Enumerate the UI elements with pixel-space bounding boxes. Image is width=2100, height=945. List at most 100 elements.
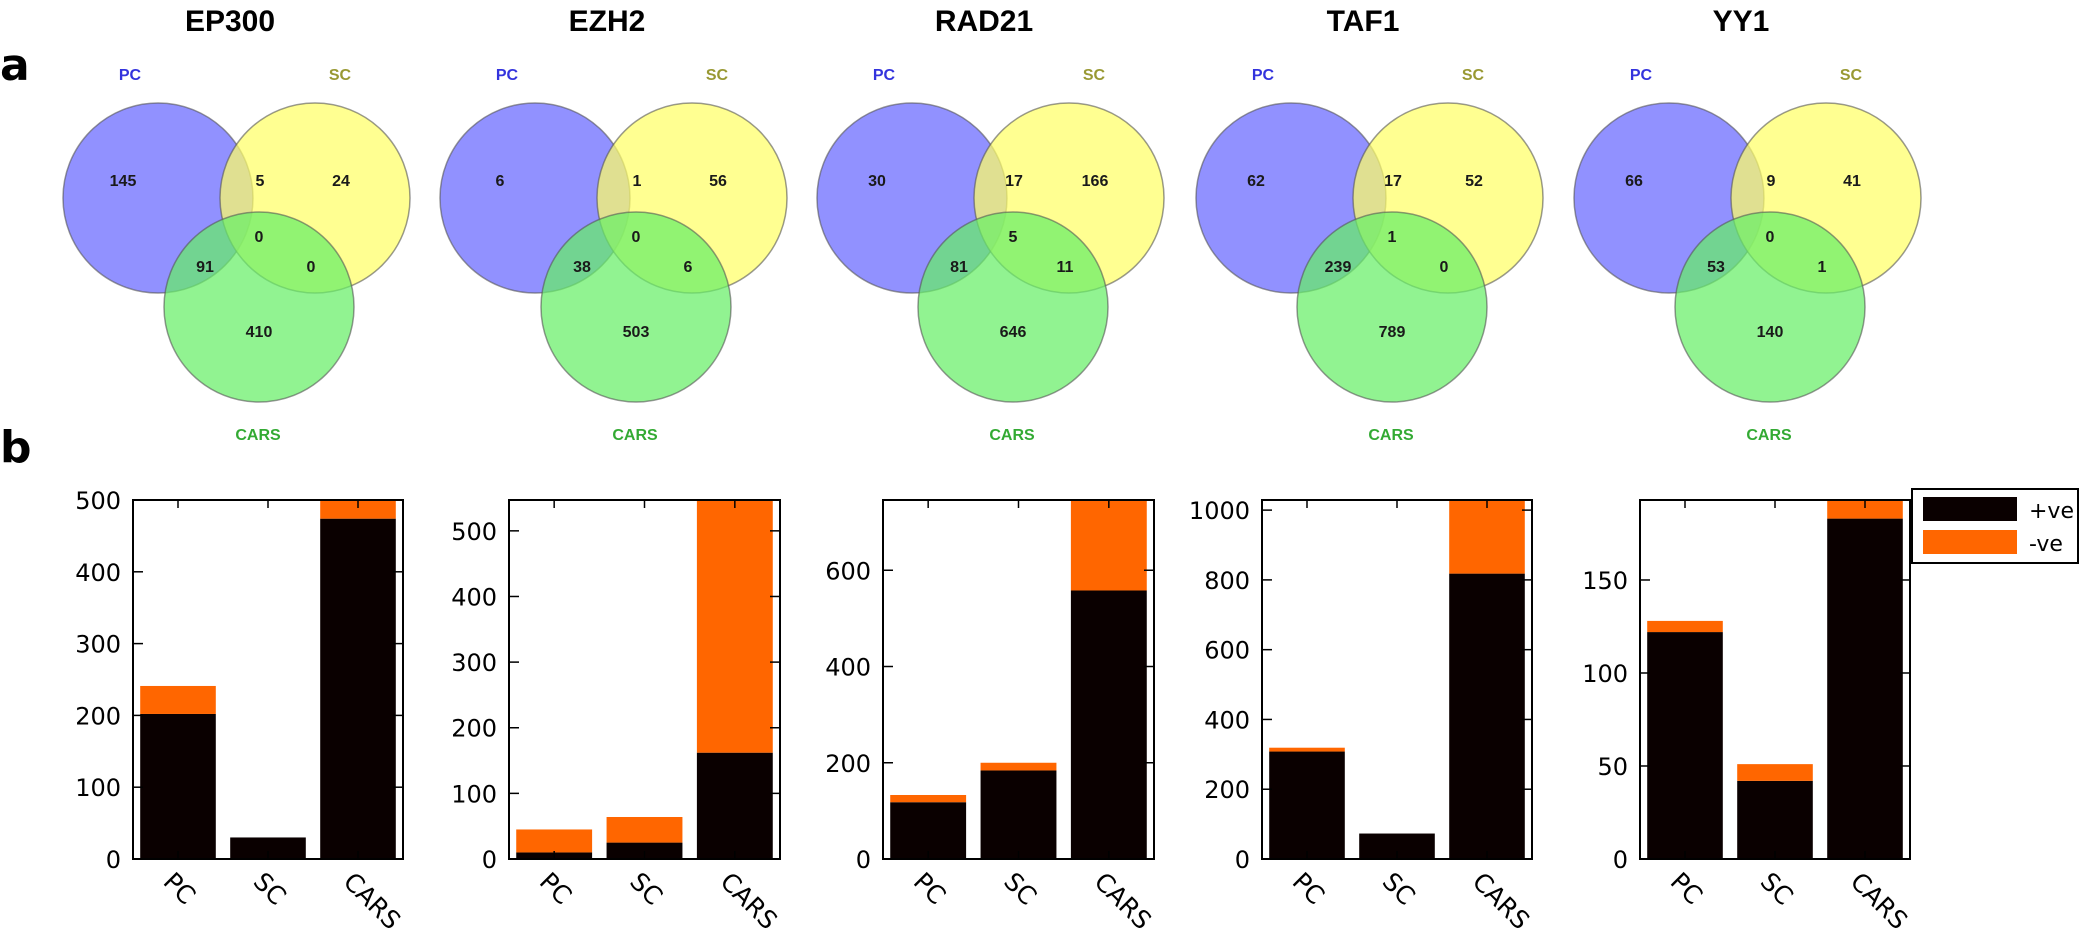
set-label-sc: SC bbox=[1083, 67, 1106, 84]
set-label-cars: CARS bbox=[612, 427, 658, 444]
y-tick-label: 200 bbox=[825, 750, 871, 778]
bar-sc-positive bbox=[1737, 780, 1813, 859]
y-tick-label: 300 bbox=[451, 649, 497, 677]
chart-title: EP300 bbox=[185, 5, 275, 38]
venn-count-sc-only: 166 bbox=[1082, 173, 1109, 190]
x-tick-label: SC bbox=[248, 867, 292, 911]
venn-count-pc-cars: 38 bbox=[573, 259, 591, 276]
bar-pc-positive bbox=[1647, 632, 1723, 859]
y-tick-label: 400 bbox=[75, 559, 121, 587]
y-tick-label: 100 bbox=[451, 780, 497, 808]
bar-pc-positive bbox=[890, 802, 967, 859]
y-tick-label: 500 bbox=[75, 487, 121, 515]
venn-count-pc-sc: 5 bbox=[256, 173, 265, 190]
x-tick-label: CARS bbox=[338, 867, 406, 935]
set-label-sc: SC bbox=[329, 67, 352, 84]
x-tick-label: PC bbox=[1287, 867, 1331, 911]
venn-count-all: 0 bbox=[632, 229, 641, 246]
x-tick-label: SC bbox=[624, 867, 668, 911]
y-tick-label: 0 bbox=[482, 846, 497, 874]
y-tick-label: 0 bbox=[856, 846, 871, 874]
venn-count-cars-only: 646 bbox=[1000, 324, 1027, 341]
bar-pc-negative bbox=[1647, 620, 1723, 633]
x-tick-label: SC bbox=[998, 867, 1042, 911]
venn-circle-cars bbox=[1296, 211, 1488, 403]
venn-count-sc-cars: 0 bbox=[1440, 259, 1449, 276]
venn-count-sc-cars: 0 bbox=[307, 259, 316, 276]
venn-count-all: 0 bbox=[255, 229, 264, 246]
bar-chart-yy1: PC SC CARS 0 50 100 150 bbox=[1582, 499, 1913, 935]
y-tick-label: 100 bbox=[75, 774, 121, 802]
plot-frame bbox=[1639, 499, 1911, 860]
plot-frame bbox=[132, 499, 404, 860]
venn-count-cars-only: 140 bbox=[1757, 324, 1784, 341]
x-tick-label: SC bbox=[1755, 867, 1799, 911]
venn-count-pc-sc: 9 bbox=[1767, 173, 1776, 190]
legend: +ve -ve bbox=[1911, 488, 2079, 564]
bar-cars-positive bbox=[1449, 573, 1525, 859]
venn-count-pc-sc: 17 bbox=[1005, 173, 1023, 190]
y-tick-label: 0 bbox=[1235, 846, 1250, 874]
bar-cars-positive bbox=[696, 752, 773, 859]
y-tick-label: 400 bbox=[825, 654, 871, 682]
x-tick-label: PC bbox=[908, 867, 952, 911]
set-label-pc: PC bbox=[873, 67, 896, 84]
bar-charts: PC SC CARS 0 100 200 300 400 500 PC SC CARS 0 100 200 3… bbox=[75, 487, 1913, 935]
venn-count-cars-only: 410 bbox=[246, 324, 273, 341]
bar-pc-positive bbox=[140, 713, 216, 859]
venn-count-pc-only: 66 bbox=[1625, 173, 1643, 190]
set-label-sc: SC bbox=[706, 67, 729, 84]
y-tick-label: 400 bbox=[451, 583, 497, 611]
chart-title: YY1 bbox=[1713, 5, 1770, 38]
venn-count-cars-only: 503 bbox=[623, 324, 650, 341]
chart-title: RAD21 bbox=[935, 5, 1033, 38]
bar-sc-positive bbox=[980, 770, 1057, 859]
venn-count-sc-only: 56 bbox=[709, 173, 727, 190]
y-tick-label: 400 bbox=[1204, 706, 1250, 734]
x-tick-label: SC bbox=[1377, 867, 1421, 911]
venn-count-all: 0 bbox=[1766, 229, 1775, 246]
bar-chart-ezh2: PC SC CARS 0 100 200 300 400 500 bbox=[451, 499, 783, 935]
set-label-pc: PC bbox=[1252, 67, 1275, 84]
venn-yy1: YY1 PC SC CARS 66 9 41 53 0 1 140 bbox=[1573, 5, 1922, 444]
y-tick-label: 300 bbox=[75, 631, 121, 659]
set-label-cars: CARS bbox=[1746, 427, 1792, 444]
x-tick-label: CARS bbox=[1467, 867, 1535, 935]
venn-count-sc-cars: 6 bbox=[684, 259, 693, 276]
venn-count-pc-cars: 239 bbox=[1325, 259, 1352, 276]
venn-taf1: TAF1 PC SC CARS 62 17 52 239 1 0 789 bbox=[1195, 5, 1544, 444]
venn-count-all: 5 bbox=[1009, 229, 1018, 246]
venn-count-pc-only: 62 bbox=[1247, 173, 1265, 190]
legend-negative-swatch bbox=[1923, 530, 2017, 554]
venn-rad21: RAD21 PC SC CARS 30 17 166 81 5 11 646 bbox=[816, 5, 1165, 444]
set-label-cars: CARS bbox=[989, 427, 1035, 444]
chart-title: TAF1 bbox=[1327, 5, 1400, 38]
venn-circle-cars bbox=[540, 211, 732, 403]
y-tick-label: 0 bbox=[1613, 846, 1628, 874]
bar-cars-positive bbox=[320, 518, 396, 859]
venn-count-pc-cars: 81 bbox=[950, 259, 968, 276]
venn-count-pc-only: 30 bbox=[868, 173, 886, 190]
x-tick-label: CARS bbox=[1845, 867, 1913, 935]
bar-chart-taf1: PC SC CARS 0 200 400 600 800 1000 bbox=[1189, 497, 1535, 935]
bar-sc-negative bbox=[980, 762, 1057, 771]
y-tick-label: 200 bbox=[75, 702, 121, 730]
set-label-pc: PC bbox=[119, 67, 142, 84]
set-label-sc: SC bbox=[1462, 67, 1485, 84]
venn-count-pc-only: 145 bbox=[110, 173, 137, 190]
y-tick-label: 1000 bbox=[1189, 497, 1250, 525]
x-tick-label: PC bbox=[1665, 867, 1709, 911]
venn-count-pc-cars: 91 bbox=[196, 259, 214, 276]
bar-cars-negative bbox=[320, 500, 396, 519]
plot-frame bbox=[882, 499, 1155, 860]
bar-sc-positive bbox=[606, 842, 683, 859]
venn-count-pc-sc: 17 bbox=[1384, 173, 1402, 190]
bar-sc-positive bbox=[230, 837, 306, 859]
set-label-pc: PC bbox=[496, 67, 519, 84]
y-tick-label: 600 bbox=[825, 557, 871, 585]
x-tick-label: PC bbox=[158, 867, 202, 911]
legend-positive-label: +ve bbox=[2029, 499, 2074, 524]
venn-ezh2: EZH2 PC SC CARS 6 1 56 38 0 6 503 bbox=[439, 5, 788, 444]
bar-pc-negative bbox=[140, 685, 216, 714]
venn-circle-cars bbox=[917, 211, 1109, 403]
